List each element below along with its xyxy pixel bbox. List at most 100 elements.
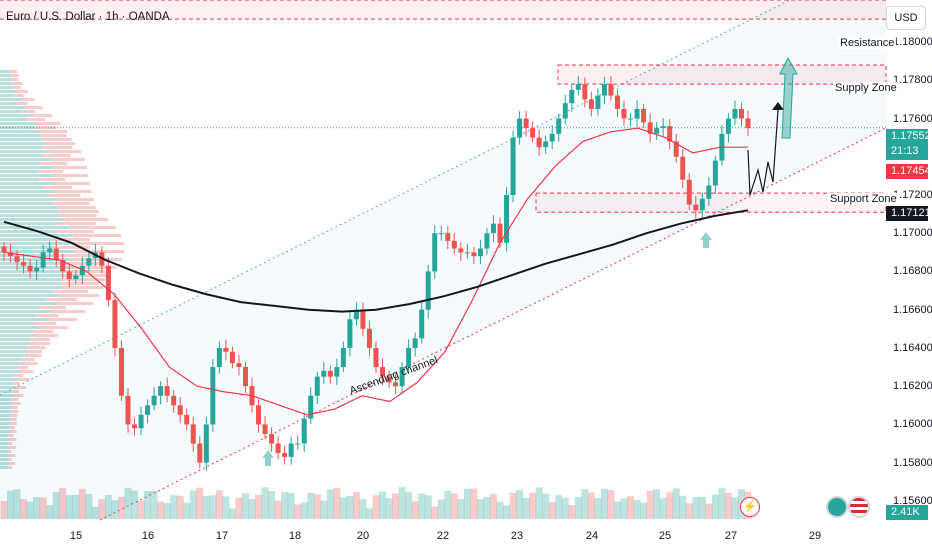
volume-bar [372,495,380,519]
volume-badge: 2.41K [886,505,928,520]
volume-profile-bar [54,246,91,249]
volume-bar [431,506,439,519]
candle-body [282,453,288,457]
volume-bar [653,489,661,519]
volume-profile-bar [0,230,57,233]
volume-profile-bar [58,214,97,217]
volume-profile-bar [0,90,17,93]
price-tick-label: 1.16600 [893,303,932,316]
volume-bar [633,500,641,519]
volume-profile-bar [0,126,34,129]
volume-profile-bar [8,426,15,429]
volume-bar [398,487,406,519]
volume-profile-bar [0,166,53,169]
candle-body [686,179,692,205]
volume-profile-bar [53,202,90,205]
candle-body [549,133,555,142]
candle-body [236,363,242,368]
candle-body [386,376,392,383]
volume-profile-bar [0,402,13,405]
candle-body [699,198,705,211]
volume-profile-bar [0,182,54,185]
candle-body [438,233,444,235]
volume-profile-bar [9,418,17,421]
volume-profile-bar [36,122,61,125]
volume-bar [568,505,576,519]
volume-bar [157,501,165,519]
candle-body [73,275,79,280]
candle-body [556,118,562,134]
volume-profile-bar [53,290,89,293]
volume-profile-bar [0,314,36,317]
volume-profile-bar [59,210,99,213]
volume-profile-bar [12,402,21,405]
volume-bar [65,495,73,519]
volume-profile-bar [0,134,41,137]
volume-profile-bar [0,354,25,357]
volume-profile-bar [0,234,73,237]
candle-body [288,443,294,457]
candle-body [275,443,281,454]
volume-profile-bar [56,198,95,201]
volume-profile-bar [10,406,18,409]
price-tick-label: 1.17200 [893,189,932,201]
candle-body [510,137,516,195]
volume-bar [548,502,556,519]
candle-body [229,351,235,364]
currency-unit-button[interactable]: USD [886,6,926,30]
volume-profile-bar [7,466,13,469]
volume-bar [444,490,452,519]
volume-bar [437,499,445,519]
volume-bar [333,487,341,519]
volume-bar [241,493,249,519]
candle-body [634,108,640,119]
candle-body [53,248,59,260]
volume-profile-bar [0,422,11,425]
candle-body [425,271,431,310]
candle-body [725,118,731,134]
volume-bar [581,489,589,519]
volume-profile-bar [0,346,28,349]
date-tick-label: 20 [356,530,370,542]
volume-bar [509,492,517,519]
volume-bar [228,508,236,519]
volume-profile-bar [10,398,19,401]
us-flag-icon[interactable] [848,496,870,518]
volume-profile-bar [0,318,47,321]
volume-bar [411,501,419,519]
volume-profile-bar [57,222,97,225]
price-tick-label: 1.15800 [893,456,932,469]
candle-body [569,89,575,104]
volume-profile-bar [0,334,36,337]
volume-bar [731,497,739,519]
candle-body [745,118,751,129]
volume-profile-bar [0,246,55,249]
volume-bar [385,498,393,519]
volume-bar [679,495,687,519]
candle-body [412,338,418,348]
date-tick-label: 18 [288,530,302,542]
candle-body [445,233,451,241]
green-circle-icon[interactable] [826,496,848,518]
price-tick-label: 1.16800 [893,265,932,278]
candle-body [432,233,438,272]
volume-bar [222,496,230,519]
volume-profile-bar [35,314,59,317]
volume-bar [365,508,373,519]
price-tick-label: 1.17800 [893,74,932,87]
candle-body [1,246,7,253]
volume-profile-bar [21,110,36,113]
lightning-icon[interactable]: ⚡ [740,497,760,517]
volume-profile-bar [0,426,9,429]
volume-profile-bar [0,258,74,261]
volume-profile-bar [27,346,46,349]
volume-profile-bar [40,326,68,329]
volume-bar [13,489,21,519]
candle-body [673,141,679,157]
channel-fill [0,0,886,520]
volume-bar [117,496,125,519]
volume-bar [450,493,458,519]
volume-profile-bar [33,322,57,325]
volume-profile-bar [0,290,54,293]
